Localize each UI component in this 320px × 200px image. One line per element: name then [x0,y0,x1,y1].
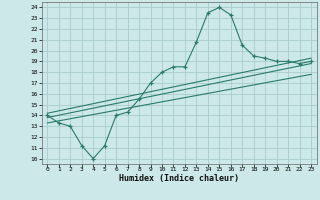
X-axis label: Humidex (Indice chaleur): Humidex (Indice chaleur) [119,174,239,183]
